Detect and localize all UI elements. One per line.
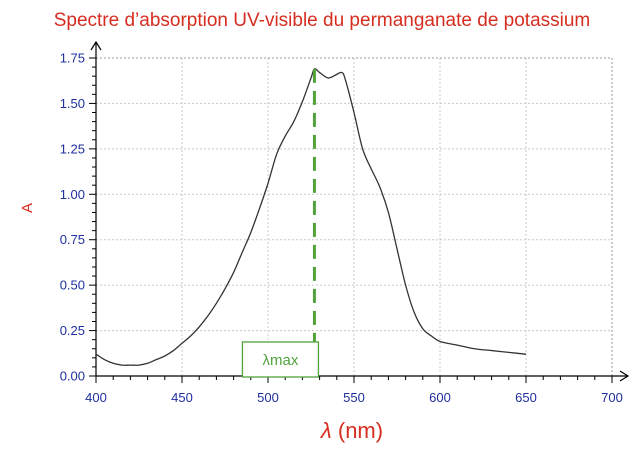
lambda-max-label-box <box>241 341 320 378</box>
y-tick-label-6: 1.50 <box>60 96 85 111</box>
y-tick-label-1: 0.25 <box>60 323 85 338</box>
x-axis-label-symbol: λ <box>320 418 332 443</box>
y-tick-label-7: 1.75 <box>60 51 85 66</box>
y-tick-labels: 0.00 0.25 0.50 0.75 1.00 1.25 1.50 1.75 <box>60 51 85 384</box>
x-tick-label-700: 700 <box>601 390 623 405</box>
x-tick-labels: 400 450 500 550 600 650 700 <box>85 390 623 405</box>
lambda-max-label: λmax <box>263 352 299 369</box>
plot-frame <box>95 57 613 377</box>
x-axis-arrow-icon <box>619 370 630 382</box>
x-tick-label-500: 500 <box>257 390 279 405</box>
x-axis-label: λ (nm) <box>320 418 383 443</box>
x-axis-label-unit: (nm) <box>332 418 383 443</box>
chart-title: Spectre d’absorption UV-visible du perma… <box>54 10 591 31</box>
y-tick-label-3: 0.75 <box>60 232 85 247</box>
y-tick-label-2: 0.50 <box>60 278 85 293</box>
x-tick-label-550: 550 <box>343 390 365 405</box>
x-tick-label-650: 650 <box>515 390 537 405</box>
y-tick-label-4: 1.00 <box>60 187 85 202</box>
absorbance-curve <box>95 68 527 366</box>
y-axis-label: A <box>19 203 36 213</box>
grid <box>96 58 612 376</box>
x-tick-label-400: 400 <box>85 390 107 405</box>
x-tick-label-600: 600 <box>429 390 451 405</box>
y-tick-label-0: 0.00 <box>60 369 85 384</box>
ticks <box>89 57 613 383</box>
y-axis-arrow-icon <box>90 40 102 51</box>
y-tick-label-5: 1.25 <box>60 141 85 156</box>
axes <box>90 40 630 382</box>
x-tick-label-450: 450 <box>171 390 193 405</box>
